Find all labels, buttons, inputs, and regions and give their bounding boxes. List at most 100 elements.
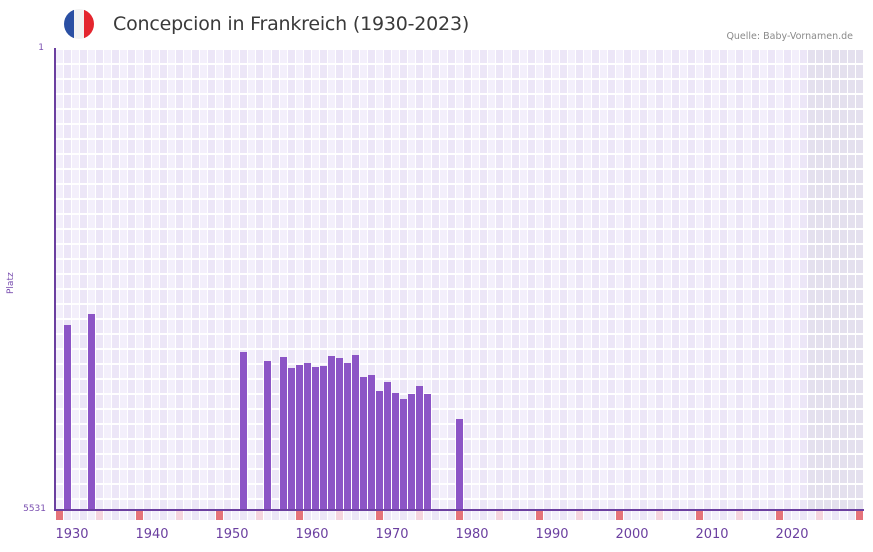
grid-column — [80, 50, 88, 510]
grid-column — [408, 50, 416, 510]
bar-1964[interactable] — [328, 356, 335, 510]
bar-1972[interactable] — [392, 392, 399, 510]
year-cell — [72, 511, 79, 520]
grid-column — [160, 50, 168, 510]
grid-column — [376, 50, 384, 510]
year-cell — [584, 511, 591, 520]
x-tick-1970: 1970 — [375, 527, 409, 542]
grid-cells — [120, 50, 127, 510]
bar-1973[interactable] — [400, 399, 407, 510]
bar-1968[interactable] — [360, 377, 367, 510]
y-axis-line — [54, 48, 56, 511]
grid-cells — [144, 50, 151, 510]
y-axis-title: Platz — [6, 272, 16, 294]
year-cell — [672, 511, 679, 520]
bar-1962[interactable] — [312, 367, 319, 510]
grid-cells — [272, 50, 279, 510]
bar-1969[interactable] — [368, 375, 375, 510]
bar-1980[interactable] — [456, 419, 463, 510]
year-cell — [288, 511, 295, 520]
bar-1958[interactable] — [280, 357, 287, 510]
year-cell — [280, 511, 287, 520]
grid-cells — [648, 50, 655, 510]
grid-cells — [760, 50, 767, 510]
bar-1956[interactable] — [264, 361, 271, 510]
grid-cells — [496, 50, 503, 510]
bar-1953[interactable] — [240, 352, 247, 510]
grid-cells — [856, 50, 863, 510]
bar-1963[interactable] — [320, 366, 327, 510]
grid-cells — [288, 50, 295, 510]
grid-column — [312, 50, 320, 510]
flag-blue-stripe — [64, 9, 74, 39]
grid-column — [808, 50, 816, 510]
grid-column — [672, 50, 680, 510]
grid-cells — [488, 50, 495, 510]
year-cell — [312, 511, 319, 520]
half-decade-marker — [496, 511, 503, 520]
bar-1931[interactable] — [64, 325, 71, 510]
grid-column — [600, 50, 608, 510]
grid-cells — [408, 50, 415, 510]
grid-cells — [248, 50, 255, 510]
bar-1971[interactable] — [384, 381, 391, 510]
year-cell — [760, 511, 767, 520]
grid-column — [248, 50, 256, 510]
bar-1974[interactable] — [408, 393, 415, 510]
bar-1965[interactable] — [336, 358, 343, 510]
year-cell — [208, 511, 215, 520]
decade-marker — [136, 511, 143, 520]
bar-1960[interactable] — [296, 365, 303, 510]
grid-column — [432, 50, 440, 510]
bar-1966[interactable] — [344, 363, 351, 510]
grid-cells — [608, 50, 615, 510]
bar-1959[interactable] — [288, 368, 295, 510]
grid-cells — [744, 50, 751, 510]
year-cell — [408, 511, 415, 520]
grid-cells — [808, 50, 815, 510]
year-cell — [560, 511, 567, 520]
year-cell — [352, 511, 359, 520]
bar-1970[interactable] — [376, 390, 383, 510]
grid-cells — [136, 50, 143, 510]
source-link[interactable]: Quelle: Baby-Vornamen.de — [726, 31, 853, 42]
decade-marker — [296, 511, 303, 520]
year-cell — [104, 511, 111, 520]
grid-cells — [112, 50, 119, 510]
decade-marker — [776, 511, 783, 520]
half-decade-marker — [576, 511, 583, 520]
grid-column — [632, 50, 640, 510]
bar-1976[interactable] — [424, 393, 431, 510]
year-cell — [232, 511, 239, 520]
year-cell — [152, 511, 159, 520]
grid-cells — [240, 50, 247, 510]
grid-column — [512, 50, 520, 510]
grid-column — [104, 50, 112, 510]
plot-area — [56, 50, 864, 510]
grid-column — [336, 50, 344, 510]
grid-column — [264, 50, 272, 510]
bar-1975[interactable] — [416, 385, 423, 510]
grid-cells — [672, 50, 679, 510]
x-tick-1980: 1980 — [455, 527, 489, 542]
bar-1934[interactable] — [88, 314, 95, 510]
half-decade-marker — [256, 511, 263, 520]
bar-1961[interactable] — [304, 363, 311, 510]
year-cell — [504, 511, 511, 520]
grid-column — [368, 50, 376, 510]
grid-cells — [208, 50, 215, 510]
year-cell — [568, 511, 575, 520]
year-cell — [712, 511, 719, 520]
grid-column — [240, 50, 248, 510]
grid-cells — [656, 50, 663, 510]
grid-cells — [576, 50, 583, 510]
bar-1967[interactable] — [352, 355, 359, 510]
year-cell — [128, 511, 135, 520]
grid-cells — [224, 50, 231, 510]
year-cell — [488, 511, 495, 520]
year-cell — [528, 511, 535, 520]
grid-column — [464, 50, 472, 510]
grid-cells — [704, 50, 711, 510]
grid-cells — [816, 50, 823, 510]
grid-column — [296, 50, 304, 510]
